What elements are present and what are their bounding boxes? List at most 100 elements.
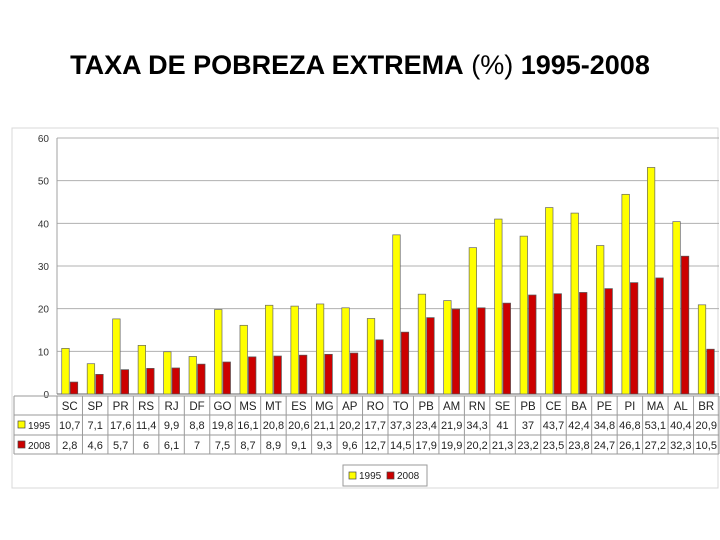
bar-2008 bbox=[400, 331, 410, 395]
bar-1995 bbox=[315, 303, 325, 395]
x-tick-label: RS bbox=[138, 401, 154, 413]
y-tick-label: 30 bbox=[38, 262, 50, 273]
bar-2008 bbox=[248, 356, 257, 395]
bar-2008 bbox=[171, 367, 180, 395]
data-label: 42,4 bbox=[568, 420, 589, 432]
data-label: 4,6 bbox=[88, 440, 103, 452]
y-tick-label: 20 bbox=[38, 305, 50, 316]
x-tick-label: BA bbox=[571, 401, 587, 413]
data-label: 8,9 bbox=[266, 440, 281, 452]
legend-label-2008: 2008 bbox=[397, 471, 420, 482]
bar-2008 bbox=[95, 374, 104, 395]
x-tick-label: SC bbox=[62, 401, 78, 413]
data-label: 5,7 bbox=[113, 440, 128, 452]
bar-2008 bbox=[706, 348, 715, 395]
table-legend-swatch bbox=[17, 440, 26, 449]
data-label: 32,3 bbox=[670, 440, 691, 452]
bar-1995 bbox=[570, 212, 579, 395]
x-tick-label: TO bbox=[393, 401, 409, 413]
bar-2008 bbox=[680, 255, 690, 395]
x-tick-label: AL bbox=[674, 401, 689, 413]
bar-2008 bbox=[273, 355, 282, 395]
x-tick-label: PE bbox=[597, 401, 613, 413]
data-label: 20,2 bbox=[339, 420, 360, 432]
data-label: 20,6 bbox=[288, 420, 309, 432]
y-tick-label: 50 bbox=[38, 177, 50, 188]
page-title: TAXA DE POBREZA EXTREMA (%) 1995-2008 bbox=[0, 50, 720, 81]
bar-2008 bbox=[655, 277, 664, 395]
bar-2008 bbox=[69, 381, 79, 395]
y-tick-label: 60 bbox=[38, 134, 50, 145]
data-label: 19,9 bbox=[441, 440, 462, 452]
title-unit: (%) bbox=[471, 50, 514, 80]
bar-2008 bbox=[197, 363, 206, 395]
bar-1995 bbox=[596, 245, 605, 395]
x-tick-label: GO bbox=[214, 401, 232, 413]
x-tick-label: MT bbox=[265, 401, 282, 413]
data-label: 9,3 bbox=[317, 440, 332, 452]
bar-2008 bbox=[349, 352, 359, 395]
data-label: 43,7 bbox=[543, 420, 564, 432]
bar-2008 bbox=[477, 307, 486, 395]
legend-box bbox=[342, 464, 428, 487]
x-tick-label: DF bbox=[189, 401, 204, 413]
data-label: 19,8 bbox=[212, 420, 233, 432]
title-main: TAXA DE POBREZA EXTREMA bbox=[70, 50, 464, 80]
data-label: 46,8 bbox=[619, 420, 640, 432]
title-years: 1995-2008 bbox=[520, 50, 650, 80]
bar-2008 bbox=[528, 294, 537, 395]
x-tick-label: MA bbox=[647, 401, 665, 413]
bar-1995 bbox=[621, 193, 630, 395]
bar-1995 bbox=[188, 356, 197, 395]
bar-1995 bbox=[417, 293, 427, 395]
data-label: 23,5 bbox=[543, 440, 564, 452]
x-tick-label: PB bbox=[419, 401, 435, 413]
x-tick-label: SP bbox=[88, 401, 104, 413]
data-label: 7,5 bbox=[215, 440, 230, 452]
bar-2008 bbox=[630, 282, 639, 395]
data-label: 21,1 bbox=[314, 420, 335, 432]
x-tick-label: PI bbox=[624, 401, 635, 413]
bar-1995 bbox=[214, 309, 223, 395]
x-tick-label: RJ bbox=[165, 401, 179, 413]
bar-1995 bbox=[697, 304, 707, 395]
data-label: 23,4 bbox=[415, 420, 436, 432]
bar-1995 bbox=[86, 363, 96, 395]
data-label: 10,5 bbox=[696, 440, 717, 452]
data-label: 17,9 bbox=[415, 440, 436, 452]
bar-2008 bbox=[120, 369, 130, 395]
data-label: 8,8 bbox=[189, 420, 204, 432]
data-label: 16,1 bbox=[237, 420, 258, 432]
y-tick-label: 40 bbox=[38, 219, 50, 230]
data-label: 27,2 bbox=[645, 440, 666, 452]
data-label: 2,8 bbox=[62, 440, 77, 452]
bar-1995 bbox=[366, 318, 376, 395]
data-label: 37,3 bbox=[390, 420, 411, 432]
bar-1995 bbox=[112, 318, 121, 395]
bar-2008 bbox=[426, 317, 435, 395]
data-label: 23,8 bbox=[568, 440, 589, 452]
x-tick-label: PB bbox=[520, 401, 536, 413]
data-label: 7 bbox=[194, 440, 200, 452]
bar-1995 bbox=[163, 351, 172, 395]
legend-label-1995: 1995 bbox=[359, 471, 382, 482]
legend-swatch-2008 bbox=[386, 471, 395, 480]
bar-2008 bbox=[375, 339, 384, 395]
data-label: 9,9 bbox=[164, 420, 179, 432]
bar-1995 bbox=[265, 304, 274, 395]
bar-1995 bbox=[290, 305, 299, 395]
x-tick-label: BR bbox=[698, 401, 714, 413]
data-label: 23,2 bbox=[517, 440, 538, 452]
data-label: 24,7 bbox=[594, 440, 615, 452]
table-series-name: 2008 bbox=[28, 441, 51, 452]
legend-swatch-1995 bbox=[348, 471, 357, 480]
data-label: 6,1 bbox=[164, 440, 179, 452]
data-label: 53,1 bbox=[645, 420, 666, 432]
bar-2008 bbox=[222, 361, 231, 395]
table-legend-swatch bbox=[17, 420, 26, 429]
data-label: 12,7 bbox=[365, 440, 386, 452]
data-label: 6 bbox=[143, 440, 149, 452]
data-label: 8,7 bbox=[240, 440, 255, 452]
bar-2008 bbox=[502, 302, 511, 395]
